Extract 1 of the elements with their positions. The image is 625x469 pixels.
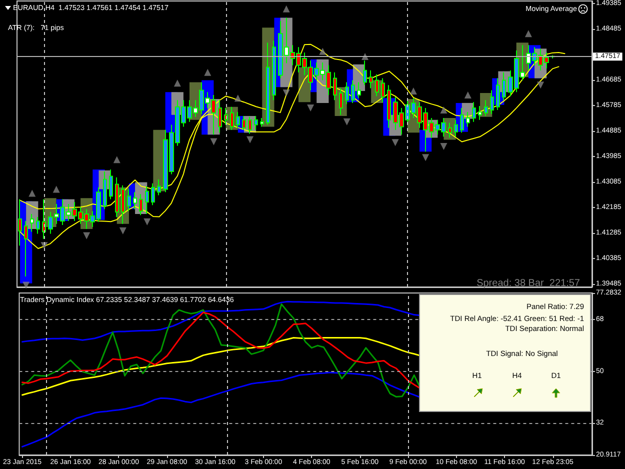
annotation: Spread: 38 Bar 221:57: [476, 278, 580, 289]
